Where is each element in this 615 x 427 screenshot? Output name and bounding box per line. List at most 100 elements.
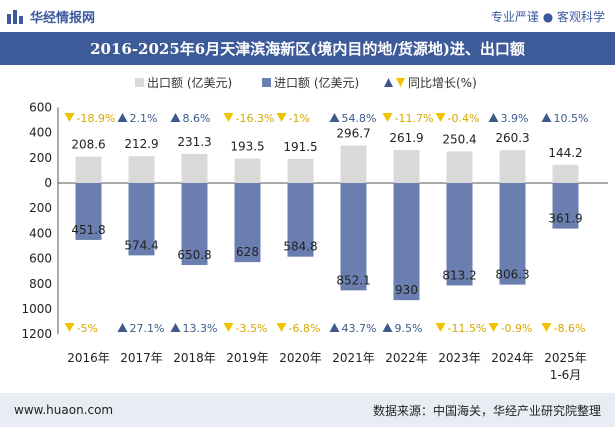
- export-growth-label: 2.1%: [130, 112, 158, 125]
- y-tick-label: 800: [29, 277, 52, 291]
- chart: 出口额 (亿美元) 进口额 (亿美元) 同比增长(%) 600 400 200 0 200 4…: [21, 75, 608, 382]
- x-tick-label-line2: 1-6月: [550, 368, 582, 382]
- export-growth-label: -16.3%: [236, 112, 275, 125]
- y-tick-label: 200: [29, 151, 52, 165]
- y-tick-label: 400: [29, 226, 52, 240]
- export-value-label: 231.3: [177, 135, 211, 149]
- export-growth-label: 3.9%: [501, 112, 529, 125]
- export-bar: [181, 153, 208, 183]
- import-growth-label: -3.5%: [236, 322, 268, 335]
- export-bar: [552, 164, 579, 183]
- export-growth-down-marker: [223, 113, 234, 122]
- export-value-label: 144.2: [548, 146, 582, 160]
- y-tick-label: 0: [44, 176, 52, 190]
- legend: 出口额 (亿美元) 进口额 (亿美元) 同比增长(%): [135, 75, 477, 90]
- import-value-label: 628: [236, 245, 259, 259]
- export-value-label: 260.3: [495, 131, 529, 145]
- x-tick-label: 2021年: [332, 351, 375, 365]
- export-value-label: 296.7: [336, 127, 370, 141]
- import-bar: [393, 183, 420, 301]
- x-tick-label: 2023年: [438, 351, 481, 365]
- y-tick-label: 200: [29, 201, 52, 215]
- export-growth-label: -11.7%: [395, 112, 434, 125]
- export-bar: [446, 151, 473, 183]
- export-value-label: 193.5: [230, 140, 264, 154]
- brand-name: 华经情报网: [30, 10, 96, 26]
- x-tick-label: 2018年: [173, 351, 216, 365]
- export-bar: [75, 156, 102, 183]
- import-growth-label: 27.1%: [130, 322, 165, 335]
- x-axis: 2016年 2017年 2018年 2019年 2020年 2021年 2022年 2023年…: [67, 351, 587, 382]
- import-value-label: 813.2: [442, 268, 476, 282]
- import-bar: [234, 183, 261, 263]
- export-growth-down-marker: [435, 113, 446, 122]
- export-growth-label: 8.6%: [183, 112, 211, 125]
- export-bar: [393, 150, 420, 183]
- import-bar: [75, 183, 102, 240]
- import-growth-label: -8.6%: [554, 322, 586, 335]
- export-growth-label: -0.4%: [448, 112, 480, 125]
- export-bar: [128, 156, 155, 183]
- title-bar: 2016-2025年6月天津滨海新区(境内目的地/货源地)进、出口额: [0, 32, 615, 65]
- import-value-label: 806.3: [495, 268, 529, 282]
- y-tick-label: 600: [29, 100, 52, 114]
- export-growth-up-marker: [170, 113, 181, 122]
- export-bar: [287, 158, 314, 183]
- legend-down-marker: [396, 78, 405, 87]
- import-growth-label: 13.3%: [183, 322, 218, 335]
- export-bar: [340, 145, 367, 183]
- legend-swatch-1: [262, 78, 271, 87]
- import-growth-label: 9.5%: [395, 322, 423, 335]
- import-value-label: 361.9: [548, 212, 582, 226]
- import-value-label: 930: [395, 283, 418, 297]
- x-tick-label: 2025年: [544, 351, 587, 365]
- bar-chart-logo-icon: [7, 10, 23, 24]
- export-value-label: 191.5: [283, 140, 317, 154]
- legend-label-0: 出口额 (亿美元): [147, 75, 232, 90]
- export-growth-up-marker: [117, 113, 128, 122]
- y-tick-label: 600: [29, 252, 52, 266]
- import-growth-down-marker: [276, 323, 287, 332]
- x-tick-label: 2017年: [120, 351, 163, 365]
- import-growth-label: -5%: [77, 322, 98, 335]
- import-growth-up-marker: [382, 323, 393, 332]
- export-value-label: 261.9: [389, 131, 423, 145]
- import-value-label: 451.8: [71, 223, 105, 237]
- x-tick-label: 2022年: [385, 351, 428, 365]
- x-tick-label: 2024年: [491, 351, 534, 365]
- import-growth-down-marker: [541, 323, 552, 332]
- export-growth-label: -1%: [289, 112, 310, 125]
- x-tick-label: 2020年: [279, 351, 322, 365]
- export-growth-down-marker: [276, 113, 287, 122]
- import-bar: [340, 183, 367, 291]
- import-growth-label: 43.7%: [342, 322, 377, 335]
- import-bar: [446, 183, 473, 286]
- export-growth-down-marker: [64, 113, 75, 122]
- export-value-label: 250.4: [442, 132, 476, 146]
- legend-up-marker: [384, 78, 393, 87]
- legend-swatch-0: [135, 78, 144, 87]
- import-growth-label: -6.8%: [289, 322, 321, 335]
- legend-label-1: 进口额 (亿美元): [274, 75, 359, 90]
- growth-labels: -18.9% -5% 2.1% 27.1% 8.6% 13.3% -16.3% -3.5% -1…: [64, 112, 588, 335]
- import-growth-down-marker: [435, 323, 446, 332]
- export-value-label: 212.9: [124, 137, 158, 151]
- y-tick-label: 400: [29, 126, 52, 140]
- import-value-label: 852.1: [336, 273, 370, 287]
- y-tick-label: 1200: [21, 327, 52, 341]
- import-growth-down-marker: [488, 323, 499, 332]
- export-value-label: 208.6: [71, 138, 105, 152]
- import-value-label: 574.4: [124, 238, 158, 252]
- top-bar: 华经情报网 专业严谨 ● 客观科学: [0, 0, 615, 32]
- import-bar: [499, 183, 526, 285]
- footer-url[interactable]: www.huaon.com: [14, 403, 114, 417]
- export-growth-up-marker: [488, 113, 499, 122]
- bars: 208.6 451.8 212.9 574.4 231.3 650.8 193.5 628 19…: [71, 127, 583, 301]
- chart-title: 2016-2025年6月天津滨海新区(境内目的地/货源地)进、出口额: [90, 40, 525, 58]
- import-growth-up-marker: [329, 323, 340, 332]
- export-growth-up-marker: [329, 113, 340, 122]
- import-bar: [128, 183, 155, 256]
- export-growth-label: 54.8%: [342, 112, 377, 125]
- footer: www.huaon.com 数据来源：中国海关，华经产业研究院整理: [0, 393, 615, 427]
- import-growth-down-marker: [223, 323, 234, 332]
